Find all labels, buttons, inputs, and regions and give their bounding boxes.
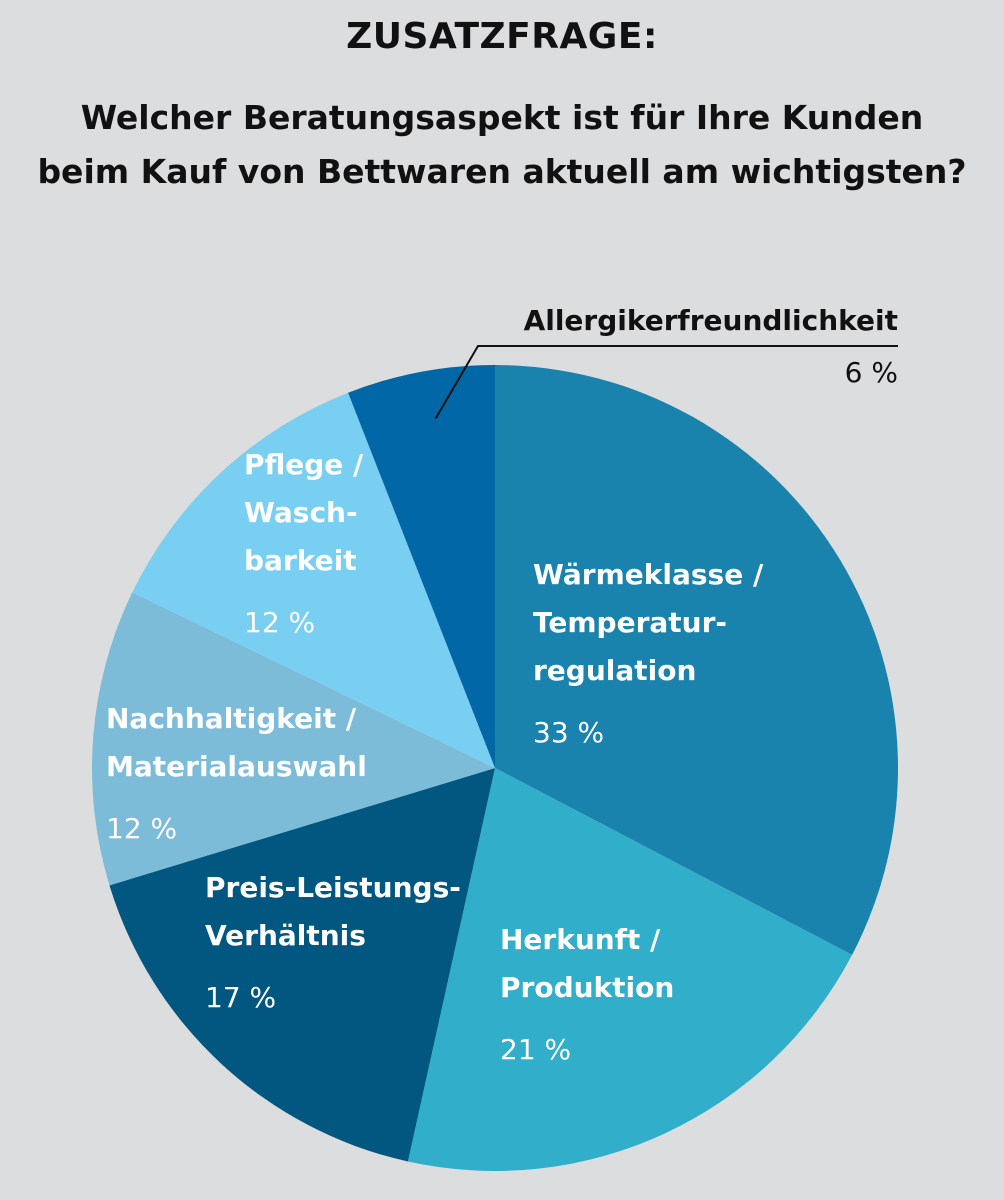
chart-question-line-2: beim Kauf von Bettwaren aktuell am wicht… bbox=[37, 152, 967, 191]
pie-slice bbox=[132, 392, 496, 768]
slice-label: barkeit bbox=[244, 544, 357, 577]
pie-slice bbox=[92, 592, 495, 886]
pie-slice bbox=[407, 768, 853, 1171]
slice-value-label: 21 % bbox=[500, 1033, 571, 1066]
slice-value-label: 12 % bbox=[106, 812, 177, 845]
slice-label: Wasch- bbox=[244, 496, 358, 529]
slice-label: Allergikerfreundlichkeit bbox=[524, 304, 898, 337]
slice-label: Materialauswahl bbox=[106, 750, 367, 783]
slice-label: Preis-Leistungs- bbox=[205, 871, 461, 904]
slice-value-label: 6 % bbox=[845, 356, 898, 389]
slice-label: Produktion bbox=[500, 971, 674, 1004]
leader-line bbox=[434, 345, 898, 419]
slice-label: Temperatur- bbox=[533, 606, 727, 639]
slice-label: Verhältnis bbox=[205, 919, 366, 952]
pie-slice bbox=[348, 365, 495, 768]
slice-value-label: 17 % bbox=[205, 981, 276, 1014]
slice-value-label: 33 % bbox=[533, 716, 604, 749]
slice-value-label: 12 % bbox=[244, 606, 315, 639]
chart-kicker: ZUSATZFRAGE: bbox=[346, 16, 658, 57]
slice-label: Wärmeklasse / bbox=[533, 558, 764, 591]
pie-slice bbox=[495, 365, 898, 955]
slice-label: regulation bbox=[533, 654, 696, 687]
slice-label: Pflege / bbox=[244, 448, 364, 481]
slice-label: Herkunft / bbox=[500, 923, 661, 956]
chart-question-line-1: Welcher Beratungsaspekt ist für Ihre Kun… bbox=[80, 98, 924, 137]
slice-label: Nachhaltigkeit / bbox=[106, 702, 357, 735]
pie-slice bbox=[109, 768, 495, 1162]
